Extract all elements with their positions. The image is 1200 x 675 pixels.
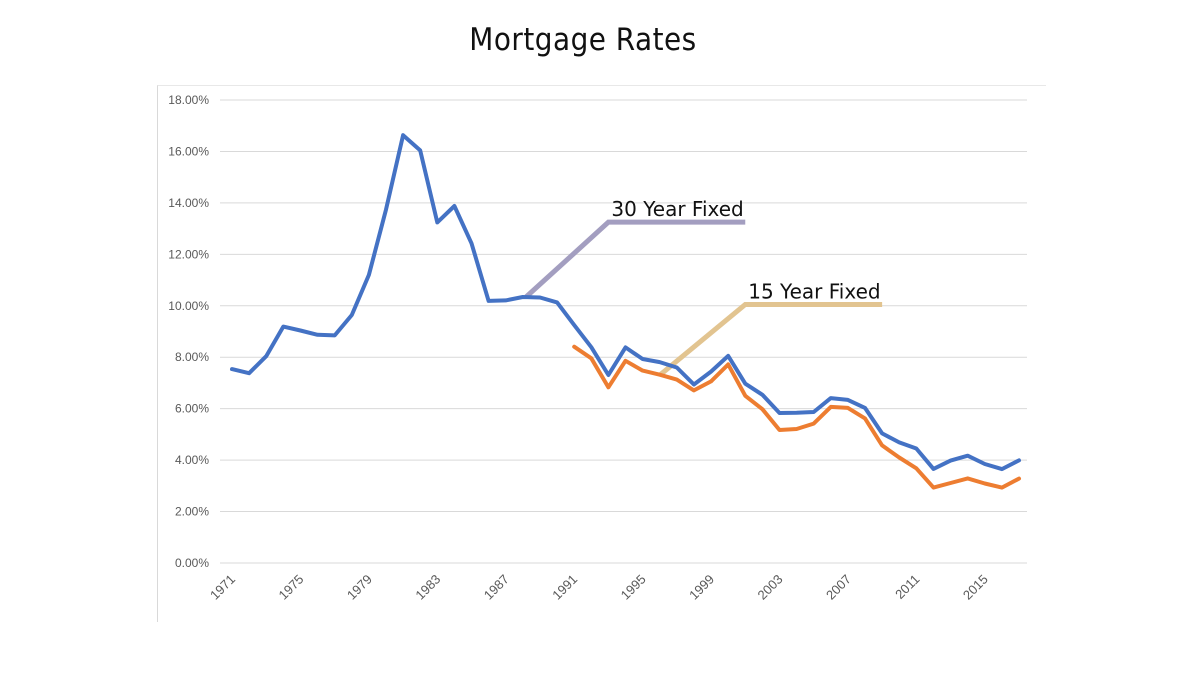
x-tick-label: 1991 [549, 572, 580, 603]
x-tick-label: 1975 [275, 572, 306, 603]
x-tick-label: 1983 [412, 572, 443, 603]
x-tick-label: 2003 [755, 572, 786, 603]
x-tick-label: 2007 [823, 572, 854, 603]
callout-label: 30 Year Fixed [611, 197, 743, 221]
series-group [230, 133, 1021, 490]
callout-leader [524, 219, 746, 299]
x-tick-label: 1999 [686, 572, 717, 603]
y-tick-label: 14.00% [168, 196, 209, 210]
callouts: 30 Year Fixed 15 Year Fixed [524, 197, 883, 378]
chart-frame [157, 85, 1046, 622]
page-title: Mortgage Rates [469, 22, 697, 58]
x-axis: 1971 1975 1979 1983 1987 1991 1995 1999 2003 2007… [207, 572, 991, 603]
x-tick-label: 1971 [207, 572, 238, 603]
y-tick-label: 2.00% [175, 505, 209, 519]
series-line-15-year-fixed [572, 344, 1021, 490]
y-tick-label: 10.00% [168, 299, 209, 313]
x-tick-label: 1995 [618, 572, 649, 603]
y-tick-label: 12.00% [168, 247, 209, 261]
y-tick-label: 6.00% [175, 402, 209, 416]
callout-leader [658, 301, 883, 378]
callout-label: 15 Year Fixed [748, 279, 880, 303]
grid-lines [220, 99, 1027, 564]
y-tick-label: 18.00% [168, 93, 209, 107]
x-tick-label: 2011 [892, 572, 922, 602]
x-tick-label: 1987 [481, 572, 512, 603]
y-tick-label: 8.00% [175, 350, 209, 364]
y-axis: 0.00% 2.00% 4.00% 6.00% 8.00% 10.00% 12.00% 14.… [168, 93, 209, 570]
y-tick-label: 4.00% [175, 453, 209, 467]
x-tick-label: 1979 [344, 572, 375, 603]
series-line-30-year-fixed [230, 133, 1021, 472]
y-tick-label: 0.00% [175, 556, 209, 570]
y-tick-label: 16.00% [168, 144, 209, 158]
x-tick-label: 2015 [960, 572, 991, 603]
